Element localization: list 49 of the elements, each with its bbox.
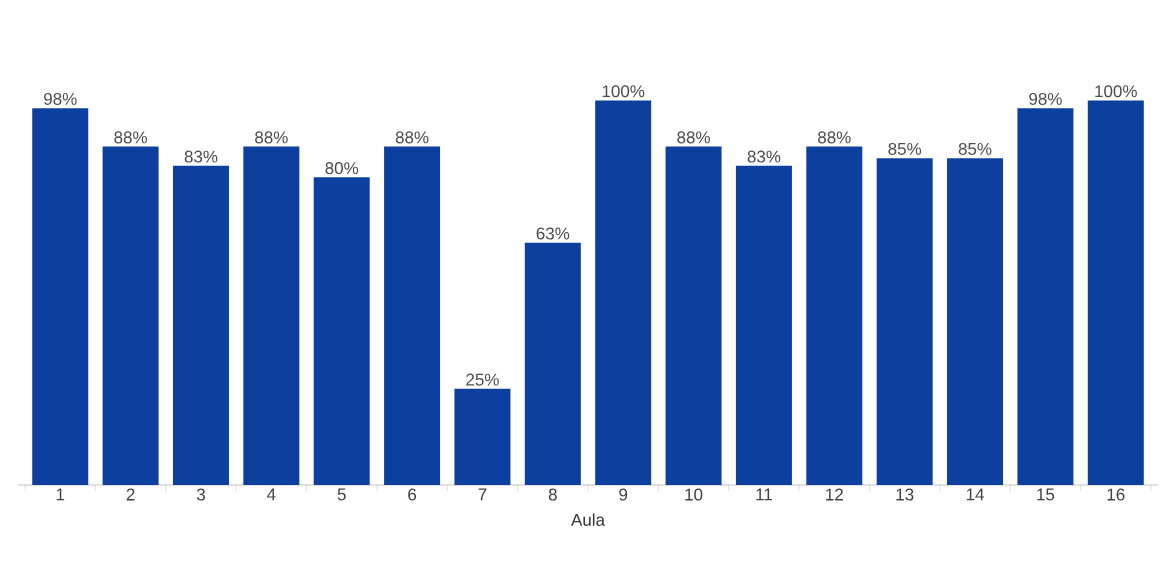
x-tick-label: 14 xyxy=(966,488,984,501)
bar xyxy=(876,158,933,485)
data-label: 88% xyxy=(114,131,147,144)
bar xyxy=(32,108,89,485)
x-tick-label: 9 xyxy=(619,488,628,501)
x-tick-label: 4 xyxy=(267,488,276,501)
data-label: 88% xyxy=(395,131,429,144)
bar xyxy=(243,146,300,485)
data-label: 83% xyxy=(747,150,781,163)
bar xyxy=(595,100,652,485)
bar xyxy=(735,165,792,485)
x-tick-label: 11 xyxy=(756,488,772,501)
x-tick-label: 8 xyxy=(548,488,557,501)
bar xyxy=(172,165,229,485)
x-tick-label: 15 xyxy=(1037,488,1055,501)
data-label: 85% xyxy=(958,142,992,155)
x-tick-label: 10 xyxy=(685,488,703,501)
data-label: 88% xyxy=(255,131,288,144)
x-tick-label: 7 xyxy=(478,488,487,501)
bar xyxy=(1017,108,1074,485)
data-label: 98% xyxy=(1029,92,1062,105)
data-label: 98% xyxy=(44,92,77,105)
x-tick-label: 12 xyxy=(826,488,843,501)
x-tick-label: 2 xyxy=(126,488,135,501)
data-label: 80% xyxy=(325,162,359,175)
bar xyxy=(806,146,863,485)
x-tick-label: 16 xyxy=(1107,488,1125,501)
data-label: 88% xyxy=(818,131,851,144)
x-axis-title: Aula xyxy=(571,513,606,526)
bar xyxy=(313,177,370,485)
x-tick-label: 5 xyxy=(337,488,346,501)
bar xyxy=(665,146,722,485)
data-label: 100% xyxy=(602,85,645,98)
data-label: 63% xyxy=(536,227,570,240)
x-tick-label: 6 xyxy=(408,488,417,501)
data-label: 25% xyxy=(466,373,499,386)
x-tick-label: 13 xyxy=(896,488,914,501)
bar xyxy=(102,146,159,485)
data-label: 83% xyxy=(184,150,218,163)
bar xyxy=(454,388,511,485)
x-tick-label: 3 xyxy=(196,488,205,501)
data-label: 100% xyxy=(1095,85,1137,98)
bar xyxy=(384,146,441,485)
x-tick-label: 1 xyxy=(56,488,65,501)
bar xyxy=(524,242,581,485)
bar xyxy=(947,158,1004,485)
data-label: 88% xyxy=(677,131,710,144)
bar xyxy=(1087,100,1144,485)
data-label: 85% xyxy=(888,142,922,155)
